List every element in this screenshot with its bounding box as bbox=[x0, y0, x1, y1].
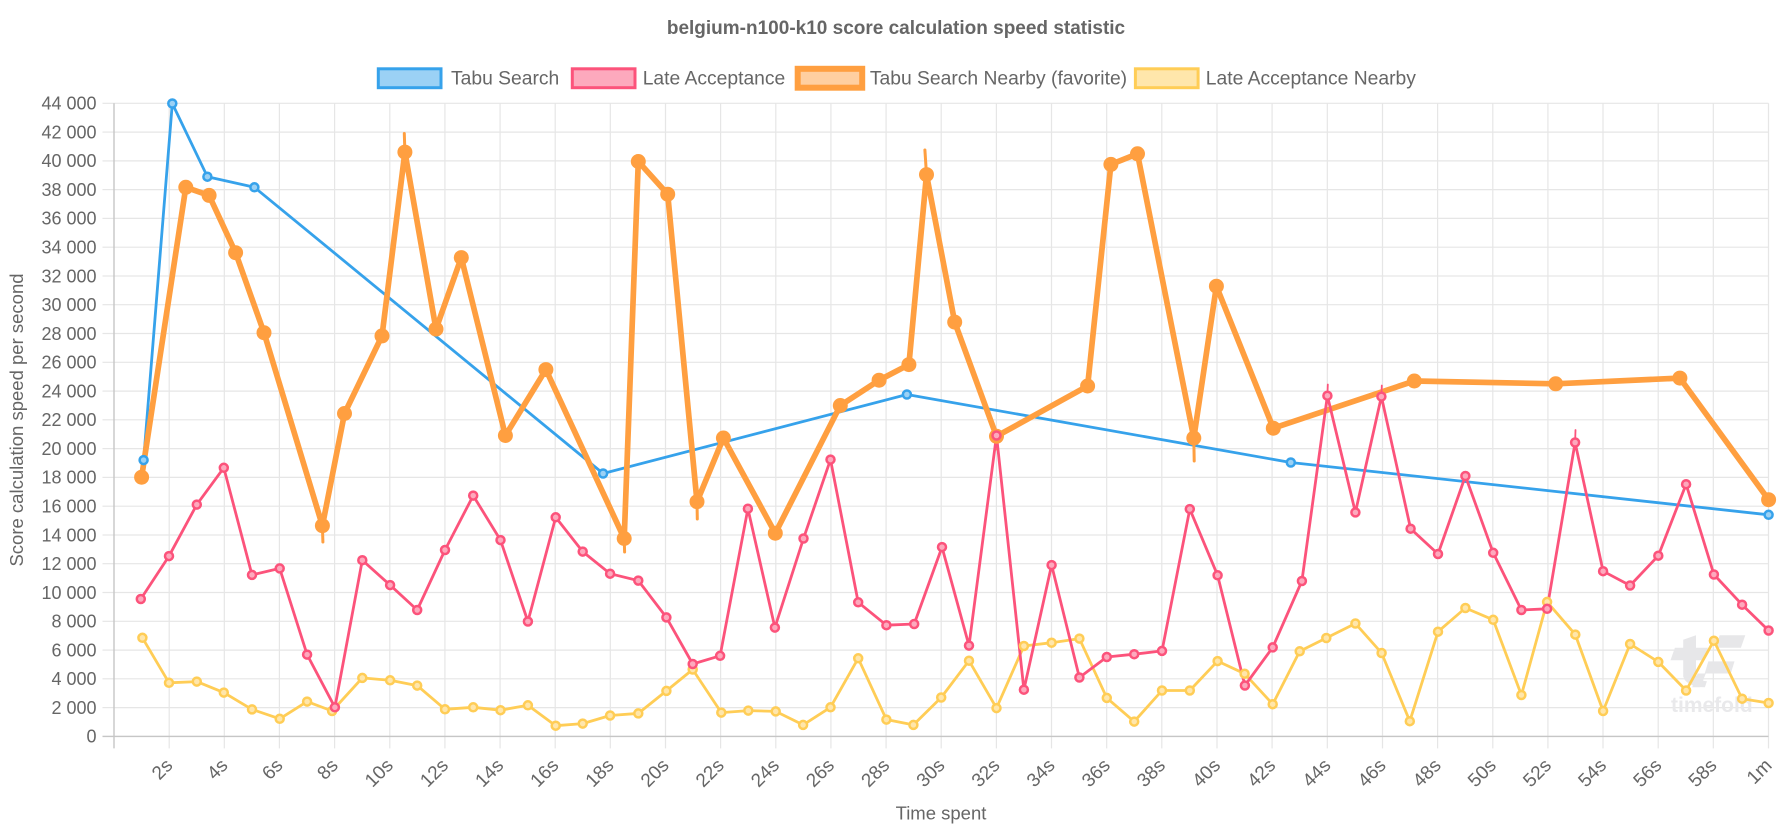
svg-text:Late Acceptance Nearby: Late Acceptance Nearby bbox=[1206, 69, 1416, 90]
svg-text:Late Acceptance: Late Acceptance bbox=[643, 69, 786, 90]
svg-text:38 000: 38 000 bbox=[41, 180, 96, 200]
svg-text:20 000: 20 000 bbox=[41, 439, 96, 459]
svg-text:40 000: 40 000 bbox=[41, 151, 96, 171]
svg-text:26 000: 26 000 bbox=[41, 353, 96, 373]
svg-text:0: 0 bbox=[86, 727, 96, 747]
svg-text:4 000: 4 000 bbox=[51, 669, 96, 689]
svg-text:44 000: 44 000 bbox=[41, 94, 96, 114]
svg-text:8 000: 8 000 bbox=[51, 612, 96, 632]
svg-text:42 000: 42 000 bbox=[41, 122, 96, 142]
svg-text:32 000: 32 000 bbox=[41, 266, 96, 286]
svg-text:belgium-n100-k10 score calcula: belgium-n100-k10 score calculation speed… bbox=[667, 18, 1126, 39]
svg-text:34 000: 34 000 bbox=[41, 238, 96, 258]
svg-text:36 000: 36 000 bbox=[41, 209, 96, 229]
svg-text:16 000: 16 000 bbox=[41, 497, 96, 517]
svg-text:10 000: 10 000 bbox=[41, 583, 96, 603]
svg-text:12 000: 12 000 bbox=[41, 554, 96, 574]
svg-text:6 000: 6 000 bbox=[51, 640, 96, 660]
svg-text:22 000: 22 000 bbox=[41, 410, 96, 430]
svg-text:28 000: 28 000 bbox=[41, 324, 96, 344]
svg-text:Tabu Search: Tabu Search bbox=[451, 69, 559, 90]
svg-text:18 000: 18 000 bbox=[41, 468, 96, 488]
svg-text:24 000: 24 000 bbox=[41, 381, 96, 401]
svg-text:Score calculation speed per se: Score calculation speed per second bbox=[6, 273, 27, 566]
svg-text:2 000: 2 000 bbox=[51, 698, 96, 718]
svg-text:30 000: 30 000 bbox=[41, 295, 96, 315]
svg-text:Tabu Search Nearby (favorite): Tabu Search Nearby (favorite) bbox=[870, 69, 1127, 90]
svg-text:14 000: 14 000 bbox=[41, 525, 96, 545]
svg-text:Time spent: Time spent bbox=[896, 803, 987, 824]
